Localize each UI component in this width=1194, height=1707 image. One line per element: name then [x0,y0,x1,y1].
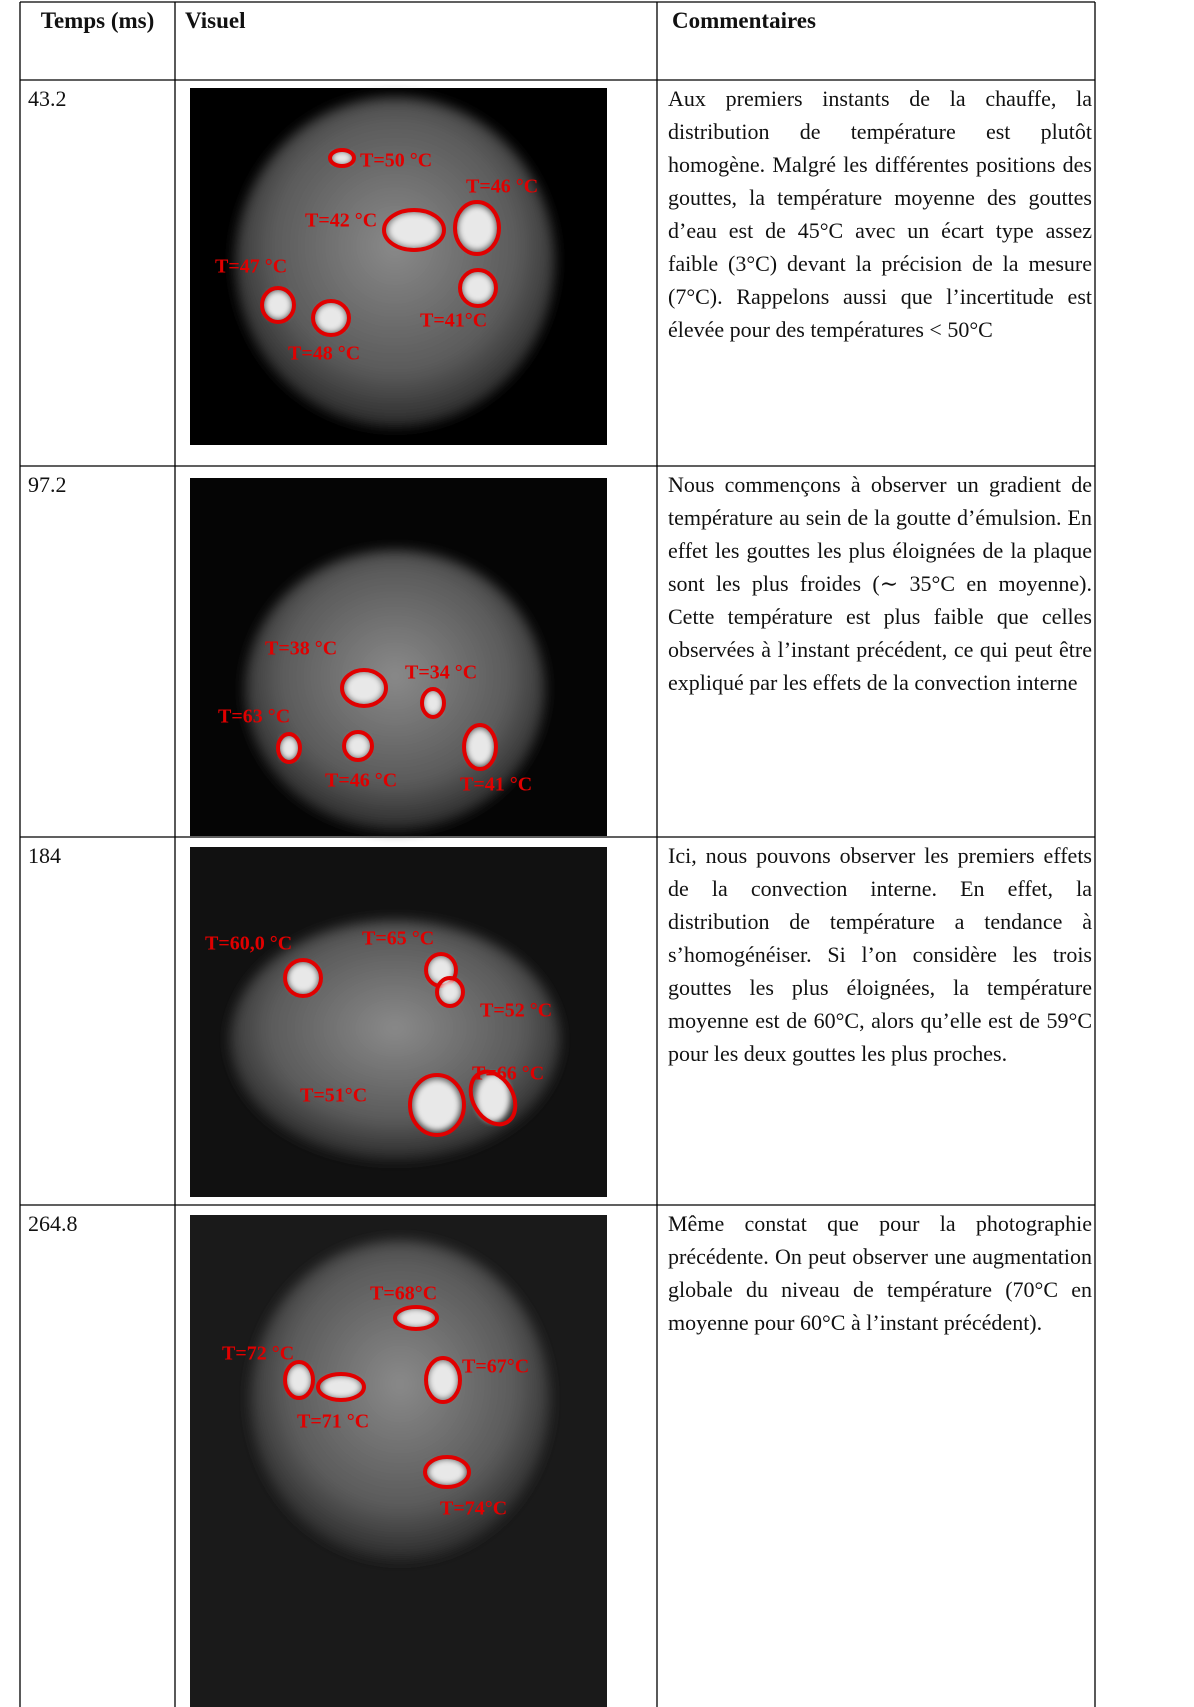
measure-circle [316,1372,366,1402]
measure-circle [340,668,388,708]
water-drop [398,1308,434,1328]
measure-circle [276,732,302,764]
header-visual: Visuel [185,8,246,33]
temperature-label: T=50 °C [360,150,432,172]
water-drop [346,734,370,758]
photo: T=38 °C T=34 °C T=63 °C T=46 °C T=41 °C [190,478,607,836]
measure-circle [342,730,374,762]
measure-circle [458,268,498,308]
measure-circle [408,1073,466,1137]
water-drop [388,213,440,247]
temperature-label: T=60,0 °C [205,933,292,955]
temperature-label: T=41 °C [460,774,532,796]
measure-circle [462,723,498,771]
measure-circle [420,687,446,719]
temperature-label: T=46 °C [325,770,397,792]
temperature-label: T=48 °C [288,343,360,365]
water-drop [315,303,347,333]
measure-circle [283,1360,315,1400]
droplet-body [230,920,560,1160]
temperature-label: T=63 °C [218,706,290,728]
water-drop [423,691,443,715]
measure-circle [423,1455,471,1489]
water-drop [321,1375,361,1399]
water-drop [345,672,383,704]
temperature-label: T=65 °C [362,928,434,950]
comment: Ici, nous pouvons observer les premiers … [668,843,1092,1066]
water-drop [462,272,494,304]
droplet-body [245,550,545,830]
water-drop [476,1074,510,1122]
measure-circle [435,976,465,1008]
droplet-body [235,97,555,427]
water-drop [414,1079,460,1131]
temperature-label: T=46 °C [466,176,538,198]
temperature-label: T=66 °C [472,1063,544,1085]
water-drop [438,980,462,1004]
time: 264.8 [28,1211,78,1236]
temperature-label: T=51°C [300,1085,367,1107]
measure-circle [424,1356,462,1404]
temperature-label: T=71 °C [297,1411,369,1433]
photo: T=50 °C T=46 °C T=42 °C T=47 °C T=48 °C T=41°… [190,88,607,445]
water-drop [279,736,299,760]
comment: Aux premiers instants de la chauffe, la … [668,86,1092,342]
temperature-label: T=41°C [420,310,487,332]
temperature-label: T=52 °C [480,1000,552,1022]
water-drop [428,1361,458,1399]
water-drop [466,728,494,766]
temperature-label: T=47 °C [215,256,287,278]
comment: Même constat que pour la photographie pr… [668,1211,1092,1335]
measure-circle [260,286,296,324]
time: 97.2 [28,472,67,497]
temperature-label: T=42 °C [305,210,377,232]
comment: Nous commençons à observer un gradient d… [668,472,1092,695]
measure-circle [311,299,351,337]
time: 43.2 [28,86,67,111]
photo: T=68°C T=72 °C T=71 °C T=67°C T=74°C [190,1215,607,1707]
measure-circle [328,148,356,168]
water-drop [331,151,353,165]
header-time: Temps (ms) [40,8,155,33]
temperature-label: T=74°C [440,1498,507,1520]
measure-circle [393,1305,439,1331]
header-comments: Commentaires [672,8,816,33]
water-drop [264,290,292,320]
measure-circle [468,1069,518,1127]
water-drop [287,962,319,994]
measure-circle [453,200,501,256]
water-drop [287,1364,311,1396]
measure-circle [283,958,323,998]
water-drop [428,1459,466,1485]
measure-circle [382,208,446,252]
droplet-body [250,1240,550,1560]
time: 184 [28,843,61,868]
temperature-label: T=34 °C [405,662,477,684]
temperature-label: T=38 °C [265,638,337,660]
temperature-label: T=68°C [370,1283,437,1305]
water-drop [458,205,496,251]
temperature-label: T=72 °C [222,1343,294,1365]
photo: T=65 °C T=60,0 °C T=52 °C T=66 °C T=51°C [190,847,607,1197]
temperature-label: T=67°C [462,1356,529,1378]
